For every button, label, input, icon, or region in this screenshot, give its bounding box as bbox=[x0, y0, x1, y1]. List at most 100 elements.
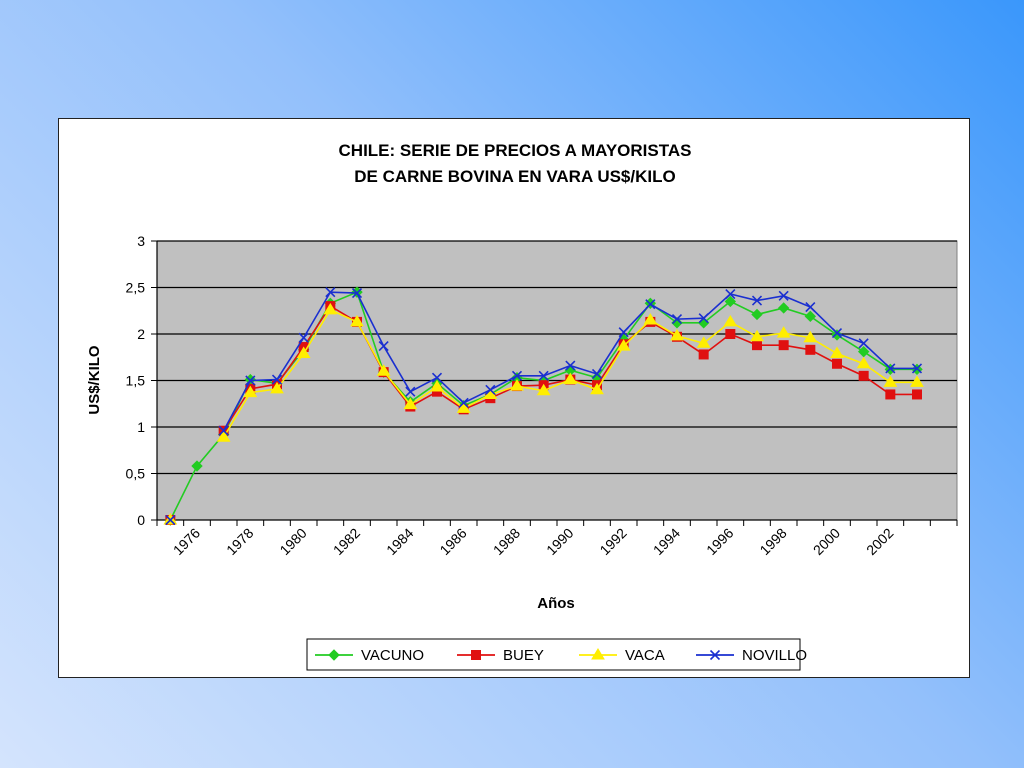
x-tick-label: 1982 bbox=[330, 525, 363, 558]
x-marker bbox=[325, 287, 336, 298]
y-tick-label: 0 bbox=[137, 512, 145, 528]
legend-label-novillo: NOVILLO bbox=[742, 647, 807, 664]
x-marker bbox=[911, 363, 923, 374]
x-marker bbox=[591, 368, 603, 380]
triangle-marker bbox=[510, 379, 524, 391]
triangle-marker bbox=[591, 648, 605, 660]
triangle-marker bbox=[536, 383, 551, 396]
diamond-marker bbox=[191, 460, 203, 472]
square-marker bbox=[805, 344, 816, 355]
x-tick-label: 1976 bbox=[170, 525, 203, 558]
x-marker bbox=[405, 386, 416, 397]
triangle-marker bbox=[856, 356, 871, 369]
x-axis-title: Años bbox=[537, 595, 575, 612]
square-marker bbox=[832, 358, 842, 369]
triangle-marker bbox=[830, 346, 844, 359]
diamond-marker bbox=[671, 317, 683, 329]
data-series bbox=[163, 286, 924, 526]
x-marker bbox=[245, 375, 256, 386]
triangle-marker bbox=[430, 380, 444, 392]
x-marker bbox=[725, 288, 736, 300]
series-novillo bbox=[165, 287, 923, 526]
x-tick-label: 1986 bbox=[436, 525, 469, 558]
y-tick-label: 1,5 bbox=[126, 373, 146, 389]
x-marker bbox=[618, 327, 629, 338]
chart-title-line-2: DE CARNE BOVINA EN VARA US$/KILO bbox=[354, 167, 675, 186]
square-marker bbox=[912, 389, 922, 400]
legend-label-buey: BUEY bbox=[503, 647, 544, 664]
x-tick-label: 1990 bbox=[543, 525, 576, 558]
legend-item-vacuno: VACUNO bbox=[315, 647, 424, 664]
y-tick-label: 3 bbox=[137, 233, 145, 249]
x-marker bbox=[298, 332, 309, 343]
x-tick-label: 1996 bbox=[703, 525, 736, 558]
y-tick-label: 0,5 bbox=[126, 466, 146, 482]
x-marker bbox=[485, 384, 496, 395]
legend-item-vaca: VACA bbox=[579, 647, 665, 664]
x-marker bbox=[645, 299, 656, 310]
x-tick-label: 2002 bbox=[863, 525, 896, 558]
y-tick-label: 2 bbox=[137, 326, 145, 342]
legend: VACUNO BUEY VACA NOVILLO bbox=[306, 638, 807, 671]
x-marker bbox=[671, 314, 683, 325]
triangle-marker bbox=[776, 326, 791, 338]
legend-label-vacuno: VACUNO bbox=[361, 647, 424, 664]
triangle-marker bbox=[216, 430, 231, 442]
diamond-marker bbox=[857, 345, 870, 358]
triangle-marker bbox=[403, 397, 418, 410]
x-tick-label: 1984 bbox=[383, 525, 416, 558]
x-marker bbox=[709, 649, 721, 661]
triangle-marker bbox=[590, 382, 604, 395]
triangle-marker bbox=[270, 381, 284, 394]
triangle-marker bbox=[296, 346, 311, 359]
y-tick-label: 2,5 bbox=[126, 280, 146, 296]
legend-label-vaca: VACA bbox=[625, 647, 665, 664]
triangle-marker bbox=[376, 364, 391, 376]
x-marker bbox=[165, 514, 176, 526]
triangle-marker bbox=[616, 339, 631, 351]
triangle-marker bbox=[563, 372, 578, 385]
x-marker bbox=[751, 295, 763, 306]
diamond-marker bbox=[724, 295, 737, 308]
triangle-marker bbox=[723, 314, 738, 327]
x-tick-label: 1978 bbox=[223, 525, 256, 558]
triangle-marker bbox=[910, 375, 924, 387]
x-marker bbox=[885, 363, 896, 374]
x-marker bbox=[218, 425, 229, 436]
y-tick-label: 1 bbox=[137, 419, 145, 435]
triangle-marker bbox=[643, 313, 658, 325]
x-marker bbox=[805, 301, 816, 313]
square-marker bbox=[778, 340, 789, 351]
y-axis-title: US$/KILO bbox=[86, 345, 103, 415]
x-marker bbox=[565, 360, 576, 371]
triangle-marker bbox=[323, 302, 338, 315]
x-marker bbox=[511, 370, 523, 381]
x-marker bbox=[378, 341, 389, 352]
x-tick-label: 1980 bbox=[276, 525, 309, 558]
legend-item-buey: BUEY bbox=[457, 647, 544, 664]
triangle-marker bbox=[456, 401, 471, 413]
x-marker bbox=[698, 313, 709, 324]
x-tick-label: 1988 bbox=[490, 525, 523, 558]
x-marker bbox=[458, 397, 469, 408]
square-marker bbox=[471, 650, 481, 660]
diamond-marker bbox=[804, 310, 817, 323]
x-marker bbox=[271, 374, 283, 385]
square-marker bbox=[858, 370, 869, 381]
diamond-marker bbox=[831, 329, 843, 341]
chart-frame: CHILE: SERIE DE PRECIOS A MAYORISTAS DE … bbox=[58, 118, 970, 678]
x-tick-label: 2000 bbox=[810, 525, 843, 558]
square-marker bbox=[752, 340, 762, 351]
x-marker bbox=[778, 290, 789, 301]
x-tick-label: 1994 bbox=[650, 525, 683, 558]
diamond-marker bbox=[328, 649, 340, 661]
square-marker bbox=[725, 329, 736, 339]
triangle-marker bbox=[670, 328, 684, 341]
x-marker bbox=[858, 338, 869, 349]
triangle-marker bbox=[696, 336, 711, 348]
diamond-marker bbox=[777, 302, 790, 314]
diamond-marker bbox=[751, 308, 763, 321]
square-marker bbox=[698, 349, 709, 360]
x-marker bbox=[831, 328, 843, 339]
triangle-marker bbox=[803, 330, 818, 343]
